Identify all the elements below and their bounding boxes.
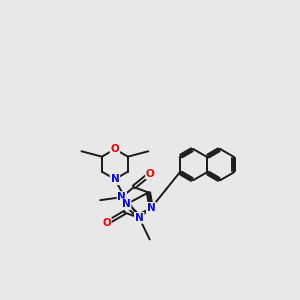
Text: N: N <box>122 199 130 209</box>
Text: O: O <box>102 218 111 228</box>
Text: N: N <box>110 174 119 184</box>
Text: O: O <box>110 144 119 154</box>
Text: N: N <box>135 213 144 223</box>
Text: N: N <box>118 192 126 202</box>
Text: N: N <box>147 203 155 213</box>
Text: O: O <box>146 169 155 178</box>
